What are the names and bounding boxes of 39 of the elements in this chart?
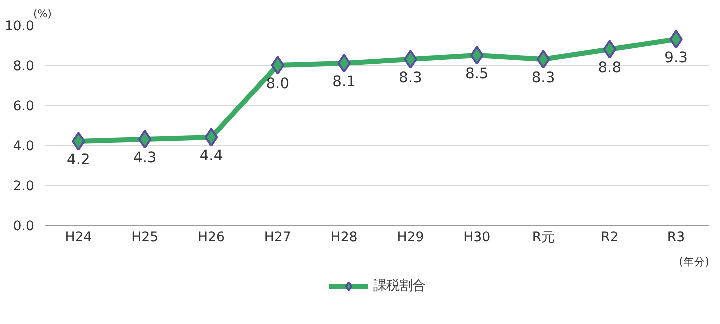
data-label: 4.3: [133, 150, 157, 166]
x-tick-label: H24: [65, 230, 92, 246]
x-tick-label: H25: [132, 230, 159, 246]
point: [204, 128, 218, 147]
data-label: 4.4: [200, 148, 224, 164]
y-tick-label: 8.0: [13, 60, 35, 74]
y-tick-label: 4.0: [13, 140, 35, 154]
point: [470, 46, 484, 65]
x-tick-label: R元: [532, 230, 555, 246]
x-tick-label: R3: [667, 230, 686, 246]
point: [72, 132, 86, 151]
y-tick-label: 10.0: [4, 20, 35, 34]
y-axis-title: (%): [34, 8, 52, 20]
point: [536, 50, 550, 69]
data-label: 8.1: [332, 74, 356, 90]
data-label: 4.2: [67, 152, 90, 168]
y-tick-label: 2.0: [13, 180, 35, 194]
x-tick-label: H30: [464, 230, 491, 246]
legend-label: 課税割合: [374, 278, 426, 295]
x-tick-label: R2: [601, 230, 619, 246]
x-tick-label: H29: [397, 230, 424, 246]
x-tick-label: H27: [264, 230, 292, 246]
x-axis-title: (年分): [679, 256, 710, 268]
data-label: 9.3: [664, 50, 688, 66]
point: [670, 30, 683, 49]
data-label: 8.3: [399, 70, 422, 86]
data-label: 8.0: [266, 76, 290, 92]
point: [138, 130, 152, 149]
data-label: 8.5: [465, 66, 489, 82]
point: [338, 54, 351, 73]
point: [271, 56, 285, 75]
x-tick-label: H28: [330, 230, 358, 246]
point: [404, 50, 418, 69]
point: [603, 40, 617, 59]
data-label: 8.3: [532, 70, 556, 86]
x-tick-label: H26: [198, 230, 225, 246]
y-tick-label: 6.0: [13, 100, 35, 114]
y-tick-label: 0.0: [13, 220, 35, 234]
data-label: 8.8: [598, 60, 622, 76]
